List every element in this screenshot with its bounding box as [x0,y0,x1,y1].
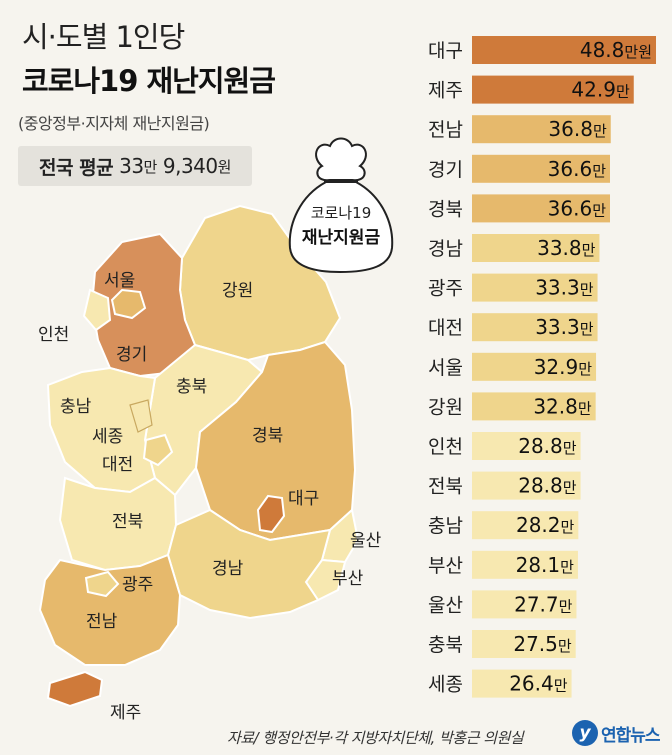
region-jeju [46,670,104,708]
bag-label-line2: 재난지원금 [302,228,381,248]
category-label: 충북 [428,634,463,656]
label-jeonbuk: 전북 [112,512,143,532]
region-seoul [110,288,147,320]
average-value2: 9,340 [162,154,218,178]
yonhap-logo: y 연합뉴스 [572,720,661,746]
region-jeonnam [38,553,182,666]
category-label: 경기 [428,159,463,181]
bar [472,154,610,183]
region-daejeon [142,433,174,467]
bar [472,273,598,302]
label-gyeongbuk: 경북 [252,426,283,446]
label-sejong: 세종 [92,427,123,447]
region-sejong [129,399,153,433]
bar [472,194,610,223]
bar [472,392,596,421]
category-label: 제주 [428,80,463,102]
source-note: 자료/ 행정안전부·각 지방자치단체, 박홍근 의원실 [227,729,524,747]
subtitle: (중앙정부·지자체 재난지원금) [18,114,210,133]
label-gyeongnam: 경남 [212,559,244,579]
bar [472,352,597,381]
category-label: 대구 [428,40,463,62]
category-label: 충남 [428,515,463,537]
label-gwangju: 광주 [122,575,153,595]
value-label: 36.6만 [548,196,607,220]
category-label: 세종 [428,674,463,696]
bar [472,471,581,500]
label-ulsan: 울산 [350,531,382,551]
label-chungbuk: 충북 [176,377,207,397]
category-label: 인천 [428,436,463,458]
label-gyeonggi: 경기 [116,345,147,365]
value-label: 27.7만 [514,592,573,616]
value-label: 27.5만 [513,632,572,656]
category-label: 대전 [428,317,463,339]
value-label: 28.1만 [516,553,575,577]
category-label: 전북 [428,476,463,498]
label-jeonnam: 전남 [86,612,118,632]
label-incheon: 인천 [38,325,69,345]
money-bag-icon: 코로나19 재난지원금 [288,137,394,274]
average-unit2: 원 [217,157,232,176]
category-label: 서울 [428,357,463,379]
category-label: 전남 [428,119,463,141]
region-gwangju [84,570,120,598]
title-line1: 시·도별 1인당 [22,20,185,54]
value-label: 36.6만 [548,157,607,181]
bar [472,511,579,540]
label-jeju: 제주 [110,703,141,723]
category-label: 광주 [428,278,463,300]
bar [472,234,600,262]
logo-mark-icon: y [572,720,598,746]
category-label: 강원 [428,396,463,418]
value-label: 48.8만원 [580,38,652,62]
page-title: 코로나19 재난지원금 [22,64,276,98]
value-label: 32.8만 [533,394,592,418]
value-label: 26.4만 [509,672,568,696]
average-unit1: 만 [143,157,158,176]
category-label: 경북 [428,198,463,220]
label-chungnam: 충남 [60,397,92,417]
map-labels: 서울 인천 경기 강원 충북 충남 세종 대전 경북 대구 전북 울산 부산 경… [38,271,382,723]
average-label: 전국 평균 [39,156,114,179]
category-label: 울산 [428,594,463,616]
category-label: 경남 [428,238,463,260]
label-daejeon: 대전 [102,455,133,475]
korea-map [38,204,360,708]
value-label: 28.2만 [516,513,575,537]
bar [472,590,577,619]
region-daegu [256,494,286,534]
bar [472,630,576,658]
label-gangwon: 강원 [222,281,253,301]
category-label: 부산 [428,555,463,577]
average-value: 33 [119,154,144,178]
value-label: 32.9만 [534,355,593,379]
bar [472,36,656,64]
label-daegu: 대구 [288,489,319,509]
value-label: 28.8만 [518,474,577,498]
value-label: 33.3만 [535,315,594,339]
national-average-box: 전국 평균 33 만 9,340 원 [18,146,252,186]
value-label: 28.8만 [518,434,577,458]
bar [472,550,578,579]
bar [472,75,634,104]
label-busan: 부산 [332,569,364,589]
value-label: 33.3만 [535,276,594,300]
bar [472,313,598,342]
region-gyeongnam [166,508,332,620]
bag-label-line1: 코로나19 [311,204,372,222]
bar [472,115,611,144]
region-incheon [82,288,112,332]
value-label: 36.8만 [548,117,607,141]
bar [472,432,581,460]
value-label: 33.8만 [537,236,596,260]
bar [472,669,572,698]
logo-text: 연합뉴스 [601,725,661,746]
label-seoul: 서울 [104,271,135,291]
value-label: 42.9만 [571,78,630,102]
